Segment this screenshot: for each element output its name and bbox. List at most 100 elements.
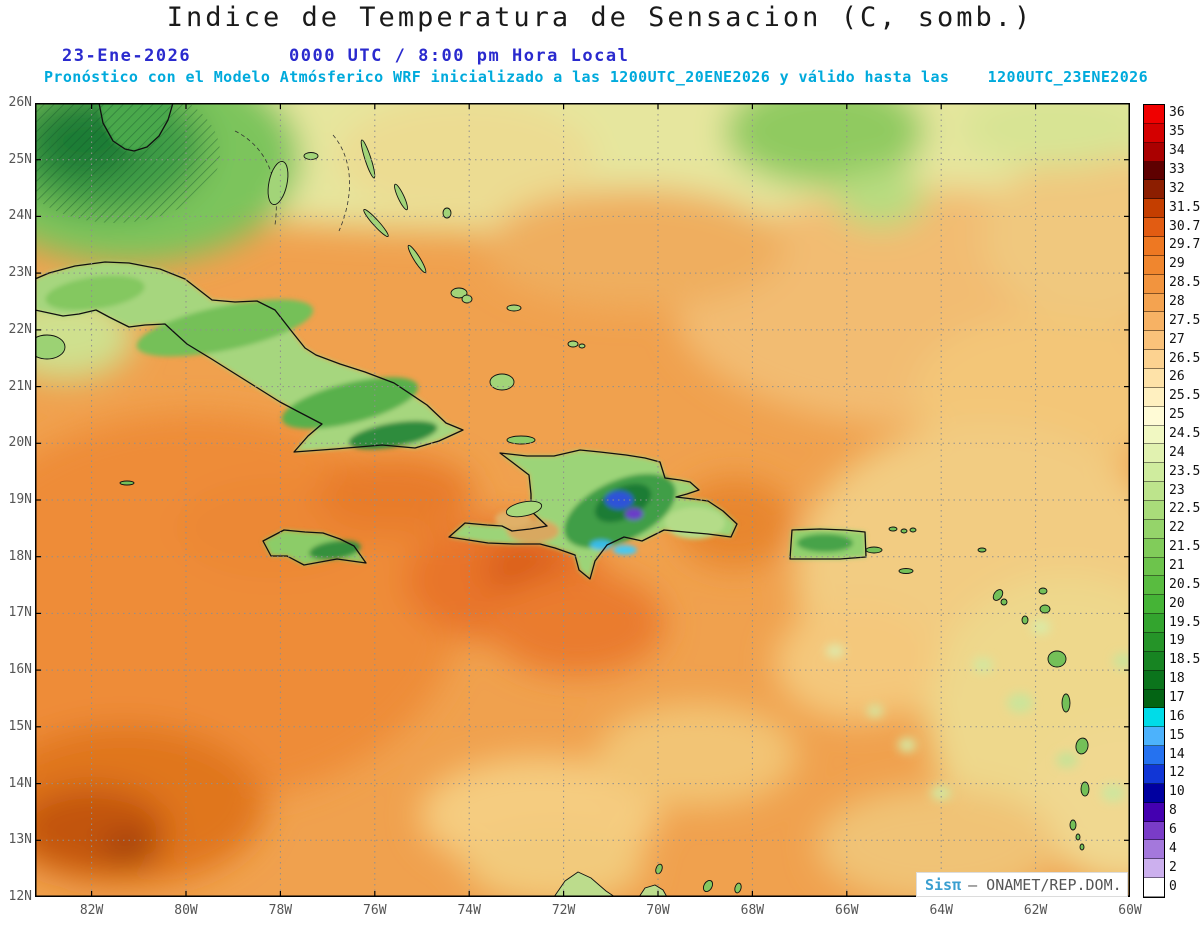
st-martin xyxy=(977,547,987,553)
gonave xyxy=(505,500,543,518)
colorbar-label: 12 xyxy=(1169,765,1185,781)
st-kitts xyxy=(992,589,1004,601)
small-islands xyxy=(35,139,1090,897)
san-salvador xyxy=(442,207,452,219)
acklins xyxy=(461,294,473,304)
lon-axis: 82W 80W 78W 76W 74W 72W 70W 68W 66W 64W 62W 60W xyxy=(35,903,1142,921)
lat-label: 25N xyxy=(8,151,32,167)
lon-label: 78W xyxy=(268,903,293,918)
lon-label: 80W xyxy=(174,903,198,918)
vieques xyxy=(865,546,883,554)
colorbar-cell xyxy=(1144,614,1164,633)
colorbar-label: 23 xyxy=(1169,482,1185,498)
florida-coastline xyxy=(98,103,174,152)
colorbar-label: 17 xyxy=(1169,690,1185,705)
colorbar-label: 18 xyxy=(1169,671,1185,687)
time-label: 0000 UTC / 8:00 pm Hora Local xyxy=(289,46,630,66)
lon-label: 72W xyxy=(551,903,576,918)
date-line: 23-Ene-2026 0000 UTC / 8:00 pm Hora Loca… xyxy=(0,46,1200,66)
lon-label: 74W xyxy=(457,903,481,918)
colorbar-cell xyxy=(1144,444,1164,464)
lat-label: 26N xyxy=(8,95,32,110)
colorbar-label: 26 xyxy=(1169,369,1185,385)
grenadines-1 xyxy=(1075,833,1081,841)
colorbar-cell xyxy=(1144,105,1164,124)
lon-label: 64W xyxy=(929,903,953,918)
lat-label: 13N xyxy=(8,832,32,848)
colorbar-labels: 36 35 34 33 32 31.5 30.7 29.7 29 28.5 28 27.5 27 26.5… xyxy=(1169,104,1200,896)
lat-label: 22N xyxy=(8,321,32,337)
turks-caicos xyxy=(567,340,579,348)
lat-label: 23N xyxy=(8,265,32,281)
lon-label: 66W xyxy=(835,903,859,918)
colorbar-cell xyxy=(1144,878,1164,897)
cuba-coastline xyxy=(35,261,464,453)
credit-org: — ONAMET/REP.DOM. xyxy=(968,875,1122,894)
colorbar-label: 15 xyxy=(1169,727,1185,743)
aruba xyxy=(655,863,663,875)
colorbar-label: 23.5 xyxy=(1169,463,1200,479)
barbuda xyxy=(1038,587,1048,595)
st-croix xyxy=(898,568,914,574)
colorbar-label: 6 xyxy=(1169,822,1177,837)
colorbar-cell xyxy=(1144,708,1164,728)
colorbar-label: 35 xyxy=(1169,124,1185,140)
colorbar-label: 29.7 xyxy=(1169,237,1200,253)
guajira-peninsula xyxy=(553,871,616,897)
isla-juventud xyxy=(35,334,66,360)
bonaire xyxy=(734,882,742,894)
colorbar-label: 18.5 xyxy=(1169,652,1200,668)
colorbar-label: 22.5 xyxy=(1169,501,1200,517)
lat-label: 14N xyxy=(8,775,32,791)
colorbar-label: 19.5 xyxy=(1169,614,1200,630)
forecast-text: Pronóstico con el Modelo Atmósferico WRF… xyxy=(44,68,950,86)
colorbar-label: 19 xyxy=(1169,633,1185,649)
colorbar-cell xyxy=(1144,482,1164,501)
colorbar-cell xyxy=(1144,689,1164,709)
martinique xyxy=(1075,737,1089,755)
colorbar-cell xyxy=(1144,199,1164,219)
colorbar-label: 20.5 xyxy=(1169,576,1200,592)
virgin-islands-3 xyxy=(909,527,917,533)
colorbar-label: 4 xyxy=(1169,840,1177,856)
colorbar-label: 20 xyxy=(1169,595,1185,611)
colorbar-label: 28 xyxy=(1169,294,1185,309)
lon-label: 76W xyxy=(363,903,387,918)
colorbar-cell xyxy=(1144,123,1164,143)
lat-label: 19N xyxy=(8,492,32,507)
hispaniola-coastline xyxy=(448,449,738,580)
montserrat xyxy=(1021,615,1029,625)
colorbar-cell xyxy=(1144,783,1164,803)
colorbar-label: 31.5 xyxy=(1169,199,1200,215)
colorbar-cell xyxy=(1144,538,1164,558)
colorbar-cell xyxy=(1144,369,1164,388)
virgin-islands-1 xyxy=(888,526,898,532)
cold-core-hatching xyxy=(35,103,220,223)
exuma xyxy=(363,209,389,237)
nevis xyxy=(1000,598,1008,606)
colorbar-cell xyxy=(1144,218,1164,237)
map-area xyxy=(35,103,1130,897)
colorbar-cells xyxy=(1143,104,1165,898)
colorbar-cell xyxy=(1144,501,1164,520)
lat-axis: 26N 25N 24N 23N 22N 21N 20N 19N 18N 17N 16N 15N 14N 1… xyxy=(2,96,32,904)
lat-label: 18N xyxy=(8,548,32,564)
lat-label: 24N xyxy=(8,208,32,224)
colorbar-cell xyxy=(1144,142,1164,162)
colorbar-label: 24.5 xyxy=(1169,426,1200,441)
lon-label: 62W xyxy=(1023,903,1048,918)
colorbar-cell xyxy=(1144,293,1164,313)
colorbar-cell xyxy=(1144,312,1164,332)
guadeloupe xyxy=(1047,650,1067,668)
coastlines xyxy=(35,103,867,580)
lat-label: 21N xyxy=(8,378,32,394)
colorbar-cell xyxy=(1144,840,1164,860)
colorbar-cell xyxy=(1144,746,1164,765)
colorbar-cell xyxy=(1144,651,1164,671)
grand-cayman xyxy=(119,480,135,486)
colorbar-cell xyxy=(1144,463,1164,483)
colorbar-label: 22 xyxy=(1169,520,1185,536)
colorbar-cell xyxy=(1144,821,1164,841)
colorbar-label: 28.5 xyxy=(1169,275,1200,291)
colorbar-label: 32 xyxy=(1169,180,1185,196)
